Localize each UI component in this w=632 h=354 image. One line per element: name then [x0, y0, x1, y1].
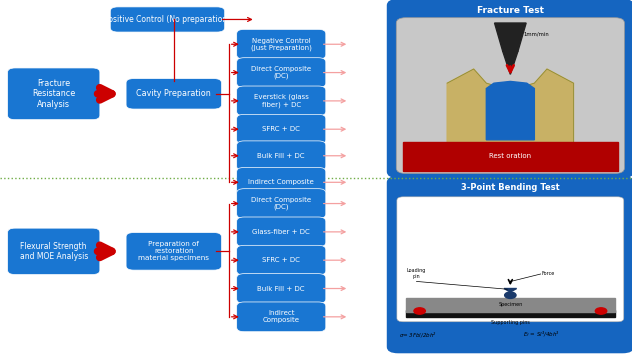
Text: Negative Control
(Just Preparation): Negative Control (Just Preparation)	[251, 38, 312, 51]
FancyBboxPatch shape	[8, 228, 100, 275]
Text: Fracture Test: Fracture Test	[477, 6, 544, 15]
Text: Glass-fiber + DC: Glass-fiber + DC	[252, 229, 310, 235]
Text: Supporting pins: Supporting pins	[491, 320, 530, 325]
FancyBboxPatch shape	[396, 18, 624, 173]
FancyBboxPatch shape	[8, 68, 100, 120]
FancyBboxPatch shape	[236, 58, 326, 87]
FancyBboxPatch shape	[236, 167, 326, 197]
Text: Fracture
Resistance
Analysis: Fracture Resistance Analysis	[32, 79, 75, 109]
Polygon shape	[403, 142, 618, 171]
Circle shape	[414, 308, 425, 314]
Polygon shape	[503, 51, 518, 74]
FancyBboxPatch shape	[236, 86, 326, 116]
Polygon shape	[406, 298, 615, 312]
Text: Rest oration: Rest oration	[489, 153, 532, 159]
Text: Flexural Strength
and MOE Analysis: Flexural Strength and MOE Analysis	[20, 242, 88, 261]
Text: Specimen: Specimen	[498, 302, 523, 307]
Text: Direct Composite
(DC): Direct Composite (DC)	[251, 197, 312, 210]
Polygon shape	[494, 23, 526, 51]
Text: Indirect Composite: Indirect Composite	[248, 179, 314, 185]
FancyBboxPatch shape	[126, 79, 222, 109]
Text: 1mm/min: 1mm/min	[523, 31, 549, 36]
FancyBboxPatch shape	[236, 141, 326, 171]
Polygon shape	[487, 81, 535, 140]
Text: Loading
pin: Loading pin	[407, 268, 426, 279]
Polygon shape	[447, 69, 574, 143]
Text: Everstick (glass
fiber) + DC: Everstick (glass fiber) + DC	[254, 94, 308, 108]
Text: Bulk Fill + DC: Bulk Fill + DC	[257, 286, 305, 291]
Text: $\sigma$= 3Fbl/2bh²: $\sigma$= 3Fbl/2bh²	[399, 330, 437, 339]
Text: E$_f$ = Sl³/4bh³: E$_f$ = Sl³/4bh³	[523, 330, 560, 339]
FancyBboxPatch shape	[236, 302, 326, 332]
Text: Indirect
Composite: Indirect Composite	[263, 310, 300, 323]
Text: Positive Control (No preparation): Positive Control (No preparation)	[104, 15, 231, 24]
FancyBboxPatch shape	[387, 176, 632, 353]
Text: Direct Composite
(DC): Direct Composite (DC)	[251, 66, 312, 79]
FancyBboxPatch shape	[110, 7, 225, 32]
FancyBboxPatch shape	[236, 114, 326, 144]
Text: Force: Force	[542, 272, 555, 276]
Text: 3-Point Bending Test: 3-Point Bending Test	[461, 183, 560, 192]
Text: SFRC + DC: SFRC + DC	[262, 257, 300, 263]
FancyBboxPatch shape	[387, 0, 632, 178]
Circle shape	[595, 308, 607, 314]
Text: Cavity Preparation: Cavity Preparation	[137, 89, 211, 98]
Text: Bulk Fill + DC: Bulk Fill + DC	[257, 153, 305, 159]
FancyBboxPatch shape	[236, 29, 326, 59]
FancyBboxPatch shape	[236, 245, 326, 275]
Text: Preparation of
restoration
material specimens: Preparation of restoration material spec…	[138, 241, 209, 261]
FancyBboxPatch shape	[236, 189, 326, 218]
Polygon shape	[504, 289, 516, 292]
FancyBboxPatch shape	[397, 197, 624, 322]
Circle shape	[504, 292, 516, 298]
Text: SFRC + DC: SFRC + DC	[262, 126, 300, 132]
Polygon shape	[406, 310, 615, 317]
FancyBboxPatch shape	[126, 233, 222, 270]
FancyBboxPatch shape	[236, 217, 326, 247]
FancyBboxPatch shape	[236, 274, 326, 303]
